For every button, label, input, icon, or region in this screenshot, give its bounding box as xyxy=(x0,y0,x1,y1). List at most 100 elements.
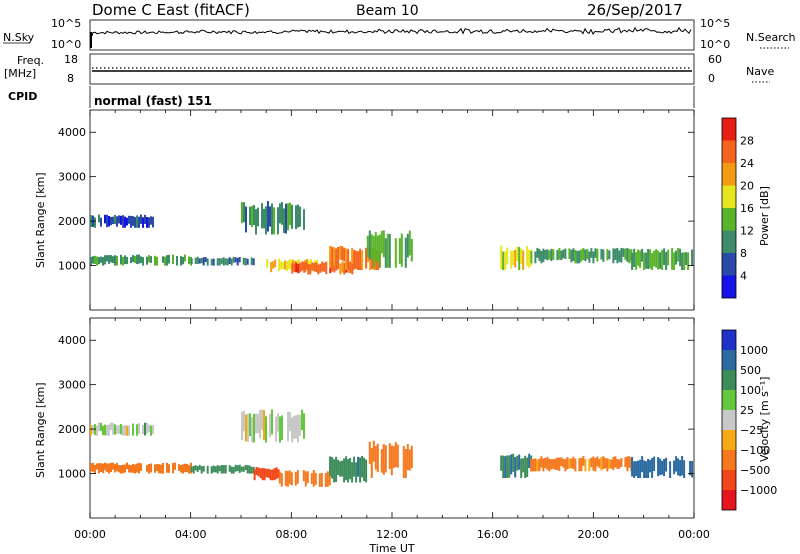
data-cell xyxy=(312,470,315,487)
data-cell xyxy=(228,257,231,264)
data-cell xyxy=(633,248,636,267)
data-cell xyxy=(148,424,150,433)
data-cell xyxy=(604,457,607,469)
data-cell xyxy=(279,203,281,224)
nsearch-label: N.Search xyxy=(746,31,796,44)
data-cell xyxy=(560,250,563,261)
data-cell xyxy=(584,249,587,262)
data-cell xyxy=(363,457,366,481)
colorbar-tick-label: 28 xyxy=(740,135,754,148)
data-cell xyxy=(295,205,297,230)
data-cell xyxy=(675,250,678,265)
data-cell xyxy=(320,472,323,487)
data-cell xyxy=(345,248,348,270)
nsearch-top-tick: 10^5 xyxy=(700,17,730,30)
data-cell xyxy=(596,456,599,467)
y-tick-label: 4000 xyxy=(58,126,86,139)
data-cell xyxy=(222,465,225,474)
data-cell xyxy=(665,457,668,472)
data-cell xyxy=(602,456,605,469)
data-cell xyxy=(98,214,100,223)
data-cell xyxy=(357,456,360,477)
data-cell xyxy=(281,415,283,440)
data-cell xyxy=(116,425,118,434)
y-tick-label: 4000 xyxy=(58,334,86,347)
data-cell xyxy=(234,257,237,263)
data-cell xyxy=(590,457,593,468)
data-cell xyxy=(279,416,281,443)
data-cell xyxy=(138,216,140,228)
data-cell xyxy=(106,463,108,473)
data-cell xyxy=(261,203,263,229)
data-cell xyxy=(287,203,289,231)
data-cell xyxy=(518,454,521,470)
data-cell xyxy=(534,458,537,472)
data-cell xyxy=(293,263,296,272)
data-cell xyxy=(538,458,541,472)
colorbar-swatch xyxy=(722,185,736,208)
data-cell xyxy=(232,256,235,263)
data-cell xyxy=(590,248,593,258)
data-cell xyxy=(653,250,656,267)
data-cell xyxy=(673,252,676,270)
data-cell xyxy=(357,251,360,270)
data-cell xyxy=(691,461,694,478)
data-cell xyxy=(124,255,126,265)
data-cell xyxy=(504,251,507,270)
data-cell xyxy=(257,413,259,434)
data-cell xyxy=(255,209,257,235)
y-tick-label: 3000 xyxy=(58,379,86,392)
data-cell xyxy=(136,463,138,473)
data-cell xyxy=(186,463,188,473)
data-cell xyxy=(552,249,555,260)
data-cell xyxy=(390,445,393,476)
data-cell xyxy=(138,254,140,264)
data-cell xyxy=(98,257,100,265)
nsky-top-tick: 10^5 xyxy=(51,17,81,30)
data-cell xyxy=(663,459,666,477)
data-cell xyxy=(297,414,299,443)
data-cell xyxy=(263,208,265,229)
data-cell xyxy=(297,204,299,228)
data-cell xyxy=(291,263,294,274)
data-cell xyxy=(206,258,209,266)
data-cell xyxy=(124,425,126,436)
data-cell xyxy=(290,472,293,486)
data-cell xyxy=(631,252,634,270)
data-cell xyxy=(110,255,112,263)
data-cell xyxy=(90,257,92,266)
data-cell xyxy=(136,254,138,264)
x-tick-label: 00:00 xyxy=(74,528,106,541)
data-cell xyxy=(372,235,375,268)
data-cell xyxy=(146,465,148,472)
data-cell xyxy=(128,215,130,224)
data-cell xyxy=(160,464,162,474)
data-cell xyxy=(132,463,134,473)
data-cell xyxy=(289,412,291,432)
beam-label: Beam 10 xyxy=(356,3,419,19)
data-cell xyxy=(92,256,94,264)
data-cell xyxy=(265,416,267,443)
data-cell xyxy=(152,425,154,434)
data-cell xyxy=(238,257,241,263)
velocity-colorbar: 1000 500 100 25 −25 −100 −500 −1000 xyxy=(721,329,777,511)
data-cell xyxy=(306,471,309,483)
data-cell xyxy=(295,262,298,273)
data-cell xyxy=(98,463,100,474)
data-cell xyxy=(532,458,535,472)
colorbar-swatch xyxy=(722,163,736,186)
data-cell xyxy=(392,446,395,469)
data-cell xyxy=(114,214,116,224)
data-cell xyxy=(140,214,142,224)
data-cell xyxy=(255,413,257,434)
data-cell xyxy=(94,464,96,474)
data-cell xyxy=(592,251,595,264)
data-cell xyxy=(284,260,287,270)
cpid-label: CPID xyxy=(8,90,37,103)
data-cell xyxy=(394,238,397,268)
data-cell xyxy=(580,457,583,472)
data-cell xyxy=(301,409,303,431)
power-data-regions xyxy=(90,201,694,275)
data-cell xyxy=(576,250,579,264)
data-cell xyxy=(286,261,289,272)
